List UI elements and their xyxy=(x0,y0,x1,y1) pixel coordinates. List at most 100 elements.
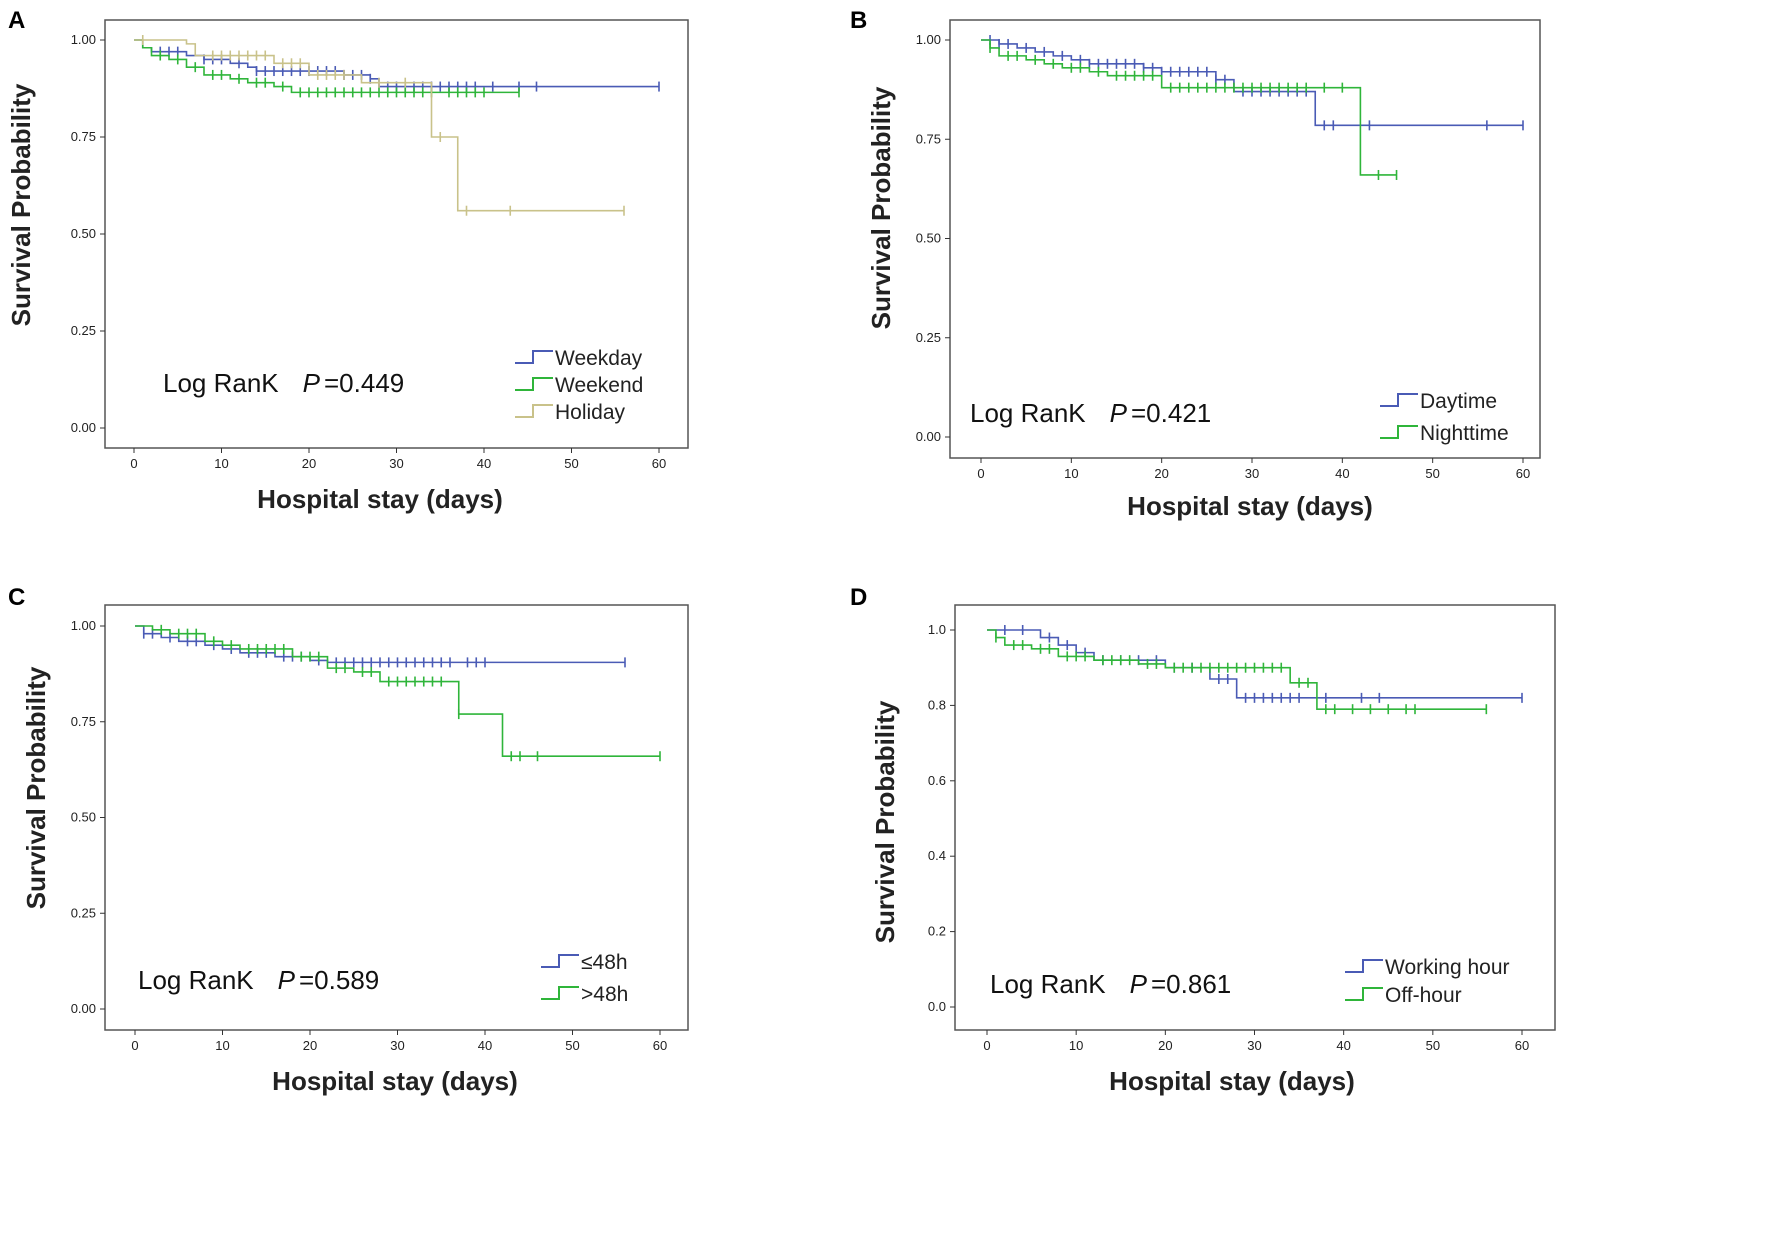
panel-d: D 0.0 0.2 0.4 0.6 0.8 1.0 0 10 20 30 40 50 60 Hospital… xyxy=(850,584,1556,1096)
log-rank-annotation: Log RanK P =0.589 xyxy=(138,965,379,995)
legend-label: >48h xyxy=(581,983,628,1006)
x-tick-label: 50 xyxy=(1426,1038,1440,1053)
x-tick-label: 0 xyxy=(131,1038,138,1053)
x-tick-label: 20 xyxy=(302,456,316,471)
x-tick-label: 10 xyxy=(1064,466,1078,481)
x-tick-label: 50 xyxy=(1425,466,1439,481)
x-tick-label: 40 xyxy=(478,1038,492,1053)
y-tick-label: 0.00 xyxy=(916,429,941,444)
y-tick-label: 0.25 xyxy=(916,330,941,345)
series-holiday xyxy=(134,35,625,216)
x-axis-label: Hospital stay (days) xyxy=(1127,491,1373,521)
y-tick-label: 0.8 xyxy=(928,697,946,712)
log-rank-annotation: Log RanK P =0.449 xyxy=(163,368,404,398)
x-tick-label: 10 xyxy=(1069,1038,1083,1053)
x-tick-label: 40 xyxy=(1336,1038,1350,1053)
y-axis-label: Survival Probability xyxy=(870,700,900,943)
y-tick-label: 0.0 xyxy=(928,999,946,1014)
survival-curve xyxy=(135,625,625,664)
log-rank-annotation: Log RanK P =0.861 xyxy=(990,969,1231,999)
legend-swatch xyxy=(1380,393,1418,407)
y-tick-label: 0.75 xyxy=(916,131,941,146)
x-tick-label: 30 xyxy=(1247,1038,1261,1053)
y-tick-label: 0.4 xyxy=(928,848,946,863)
x-tick-label: 60 xyxy=(1516,466,1530,481)
legend-swatch xyxy=(1345,959,1383,973)
survival-curve xyxy=(134,39,519,94)
series--48h xyxy=(135,625,626,668)
y-axis-label: Survival Probability xyxy=(6,83,36,326)
series-off-hour xyxy=(987,629,1488,715)
series-nighttime xyxy=(981,39,1398,180)
p-label: P xyxy=(1110,398,1128,428)
log-rank-annotation: Log RanK P =0.421 xyxy=(970,398,1211,428)
legend-label: Weekday xyxy=(555,347,643,370)
x-tick-label: 20 xyxy=(1158,1038,1172,1053)
y-tick-label: 0.00 xyxy=(71,420,96,435)
legend-label: Weekend xyxy=(555,374,643,397)
series--48h xyxy=(135,624,661,762)
series-weekend xyxy=(134,39,520,98)
survival-curve xyxy=(135,625,660,758)
x-axis-label: Hospital stay (days) xyxy=(272,1066,518,1096)
x-tick-label: 30 xyxy=(390,1038,404,1053)
y-tick-label: 0.6 xyxy=(928,773,946,788)
panel-a: A 0.00 0.25 0.50 0.75 1.00 0 10 20 30 40 50 60 Hospit… xyxy=(6,7,689,514)
y-tick-label: 0.25 xyxy=(71,905,96,920)
y-tick-label: 0.50 xyxy=(71,810,96,825)
y-tick-label: 0.75 xyxy=(71,714,96,729)
y-tick-label: 1.0 xyxy=(928,622,946,637)
x-tick-label: 20 xyxy=(1154,466,1168,481)
x-tick-label: 20 xyxy=(303,1038,317,1053)
p-label: P xyxy=(303,368,321,398)
log-rank-test-label: Log RanK xyxy=(138,965,254,995)
y-axis-label: Survival Probability xyxy=(866,86,896,329)
x-tick-label: 0 xyxy=(130,456,137,471)
legend-label: Daytime xyxy=(1420,390,1497,413)
survival-curve xyxy=(987,629,1487,710)
legend-label: Holiday xyxy=(555,401,626,424)
y-tick-label: 1.00 xyxy=(71,618,96,633)
p-label: P xyxy=(278,965,296,995)
survival-curve xyxy=(134,39,624,212)
y-tick-label: 0.00 xyxy=(71,1001,96,1016)
y-tick-label: 0.50 xyxy=(916,231,941,246)
y-tick-label: 0.2 xyxy=(928,924,946,939)
panel-label: B xyxy=(850,7,867,34)
x-tick-label: 50 xyxy=(564,456,578,471)
legend-swatch xyxy=(515,404,553,418)
log-rank-test-label: Log RanK xyxy=(990,969,1106,999)
y-axis-label: Survival Probability xyxy=(21,666,51,909)
x-tick-label: 40 xyxy=(1335,466,1349,481)
p-value: =0.861 xyxy=(1151,969,1231,999)
y-tick-label: 1.00 xyxy=(71,32,96,47)
panel-c: C 0.00 0.25 0.50 0.75 1.00 0 10 20 30 40 50 60 Hospit… xyxy=(8,584,689,1096)
y-tick-label: 0.50 xyxy=(71,226,96,241)
p-label: P xyxy=(1130,969,1148,999)
log-rank-test-label: Log RanK xyxy=(163,368,279,398)
panel-label: A xyxy=(8,7,25,34)
x-tick-label: 60 xyxy=(652,456,666,471)
panel-label: C xyxy=(8,584,25,611)
legend-swatch xyxy=(1345,987,1383,1001)
series-weekday xyxy=(134,39,660,92)
legend-swatch xyxy=(1380,425,1418,439)
log-rank-test-label: Log RanK xyxy=(970,398,1086,428)
legend-swatch xyxy=(541,986,579,1000)
legend-label: Working hour xyxy=(1385,956,1510,979)
y-tick-label: 1.00 xyxy=(916,32,941,47)
x-tick-label: 10 xyxy=(215,1038,229,1053)
x-tick-label: 30 xyxy=(1245,466,1259,481)
y-tick-label: 0.25 xyxy=(71,323,96,338)
survival-curve xyxy=(981,39,1397,176)
legend-label: Off-hour xyxy=(1385,984,1462,1007)
panel-b: B 0.00 0.25 0.50 0.75 1.00 0 10 20 30 40 50 60 Hospit… xyxy=(850,7,1541,521)
y-tick-label: 0.75 xyxy=(71,129,96,144)
x-axis-label: Hospital stay (days) xyxy=(257,484,503,514)
p-value: =0.589 xyxy=(299,965,379,995)
legend-swatch xyxy=(515,377,553,391)
legend-label: ≤48h xyxy=(581,951,628,974)
legend-swatch xyxy=(515,350,553,364)
